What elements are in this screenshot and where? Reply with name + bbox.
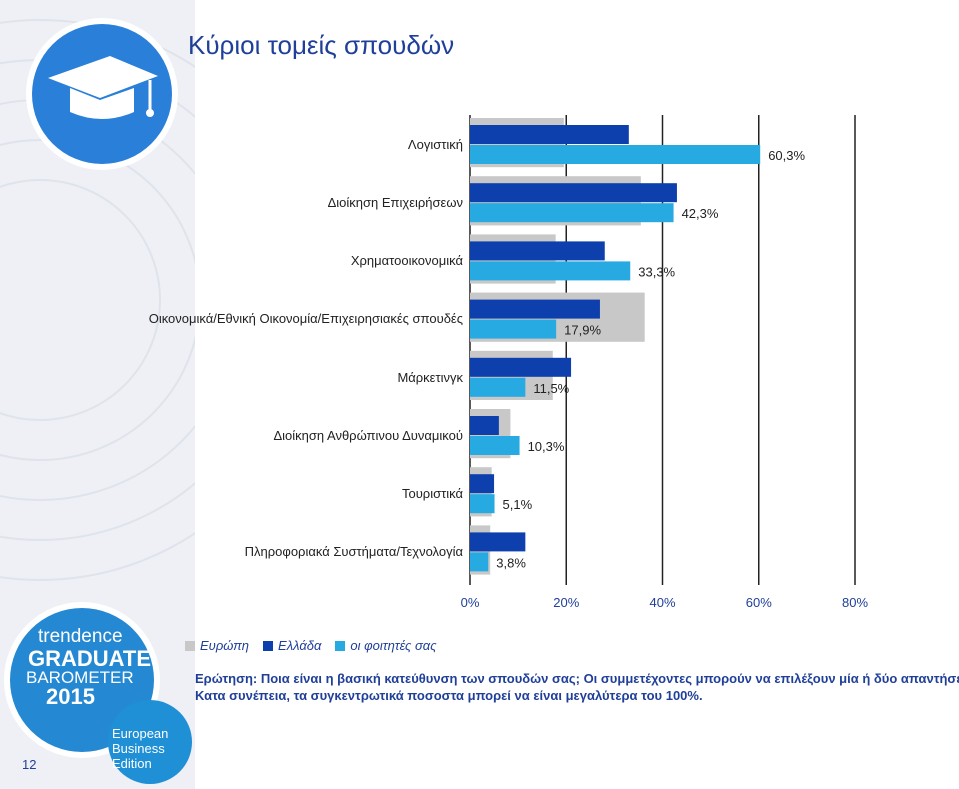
legend-swatch-greece xyxy=(263,640,274,651)
bar-greece xyxy=(470,532,526,552)
logo-line3: BAROMETER xyxy=(26,668,134,687)
legend-label: Ελλάδα xyxy=(278,638,322,653)
logo-edition-2: Business xyxy=(112,741,165,756)
graduation-cap-icon xyxy=(26,18,178,170)
page-title: Κύριοι τομείς σπουδών xyxy=(188,30,455,60)
category-label: Διοίκηση Ανθρώπινου Δυναμικού xyxy=(273,428,463,443)
bar-greece xyxy=(470,125,629,144)
sidebar-art xyxy=(0,0,195,789)
bar-greece xyxy=(470,241,605,261)
logo-line2: GRADUATE xyxy=(28,646,152,671)
data-label: 33,3% xyxy=(638,264,675,279)
legend-item-greece: Ελλάδα xyxy=(263,638,321,653)
bar-greece xyxy=(470,183,677,203)
data-label: 42,3% xyxy=(682,206,719,221)
page-number: 12 xyxy=(22,757,37,772)
category-label: Χρηματοοικονομικά xyxy=(350,253,463,268)
x-tick-label: 20% xyxy=(553,595,579,610)
category-label: Τουριστικά xyxy=(401,486,463,501)
data-label: 10,3% xyxy=(528,439,565,454)
trendence-logo xyxy=(4,602,192,784)
bar-students xyxy=(470,494,495,514)
data-label: 17,9% xyxy=(564,323,601,338)
logo-edition-3: Edition xyxy=(112,756,152,771)
data-label: 11,5% xyxy=(533,381,569,396)
legend-item-europe: Ευρώπη xyxy=(185,638,249,653)
question-note-2: Κατα συνέπεια, τα συγκεντρωτικά ποσοστα … xyxy=(195,688,703,703)
bar-greece xyxy=(470,474,495,494)
category-label: Λογιστική xyxy=(407,137,463,152)
x-tick-label: 0% xyxy=(461,595,480,610)
legend-swatch-students xyxy=(335,640,346,651)
logo-line1: trendence xyxy=(38,626,123,647)
bar-greece xyxy=(470,299,600,319)
logo-year: 2015 xyxy=(46,684,95,709)
category-label: Μάρκετινγκ xyxy=(397,370,463,385)
legend-swatch-europe xyxy=(185,640,195,651)
bar-students xyxy=(470,377,526,397)
data-label: 60,3% xyxy=(768,148,805,163)
bar-students xyxy=(470,203,674,223)
category-label: Οικονομικά/Εθνική Οικονομία/Επιχειρησιακ… xyxy=(148,311,463,326)
legend-label: Ευρώπη xyxy=(200,638,250,653)
bar-students xyxy=(470,319,557,339)
bar-students xyxy=(470,436,520,455)
chart-legend: Ευρώπη Ελλάδα οι φοιτητές σας xyxy=(185,638,451,653)
bar-greece xyxy=(470,357,572,377)
logo-edition-1: European xyxy=(112,726,169,741)
bar-chart: 0% 20% 40% 60% 80% 60,3% 42,3% 33,3% 17,9% 11,5% 1… xyxy=(461,115,868,610)
x-tick-label: 40% xyxy=(649,595,675,610)
question-note: Ερώτηση: Ποια είναι η βασική κατεύθυνση … xyxy=(195,671,959,686)
sidebar-background: trendence GRADUATE BAROMETER 2015 Europe… xyxy=(0,0,195,789)
category-label: Πληροφοριακά Συστήματα/Τεχνολογία xyxy=(244,544,463,559)
category-label: Διοίκηση Επιχειρήσεων xyxy=(327,195,463,210)
data-label: 3,8% xyxy=(496,555,526,570)
bar-greece xyxy=(470,416,499,435)
data-label: 5,1% xyxy=(503,497,533,512)
x-tick-label: 60% xyxy=(746,595,772,610)
legend-label: οι φοιτητές σας xyxy=(350,638,437,653)
bar-students xyxy=(470,261,631,281)
x-tick-label: 80% xyxy=(842,595,868,610)
bar-students xyxy=(470,145,761,164)
legend-item-students: οι φοιτητές σας xyxy=(335,638,437,653)
bar-students xyxy=(470,552,489,572)
